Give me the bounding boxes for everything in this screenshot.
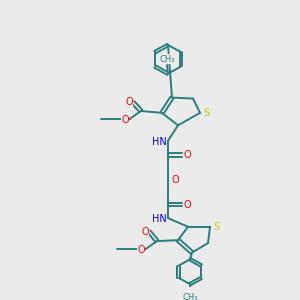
Text: O: O [141,226,149,236]
Text: O: O [183,150,191,160]
Text: O: O [125,98,133,107]
Text: S: S [203,108,209,118]
Text: O: O [121,115,129,124]
Text: HN: HN [152,214,166,224]
Text: CH₃: CH₃ [182,293,198,300]
Text: O: O [183,200,191,210]
Text: HN: HN [152,136,166,147]
Text: O: O [171,175,179,185]
Text: S: S [213,222,219,232]
Text: O: O [137,245,145,255]
Text: CH₃: CH₃ [159,55,175,64]
